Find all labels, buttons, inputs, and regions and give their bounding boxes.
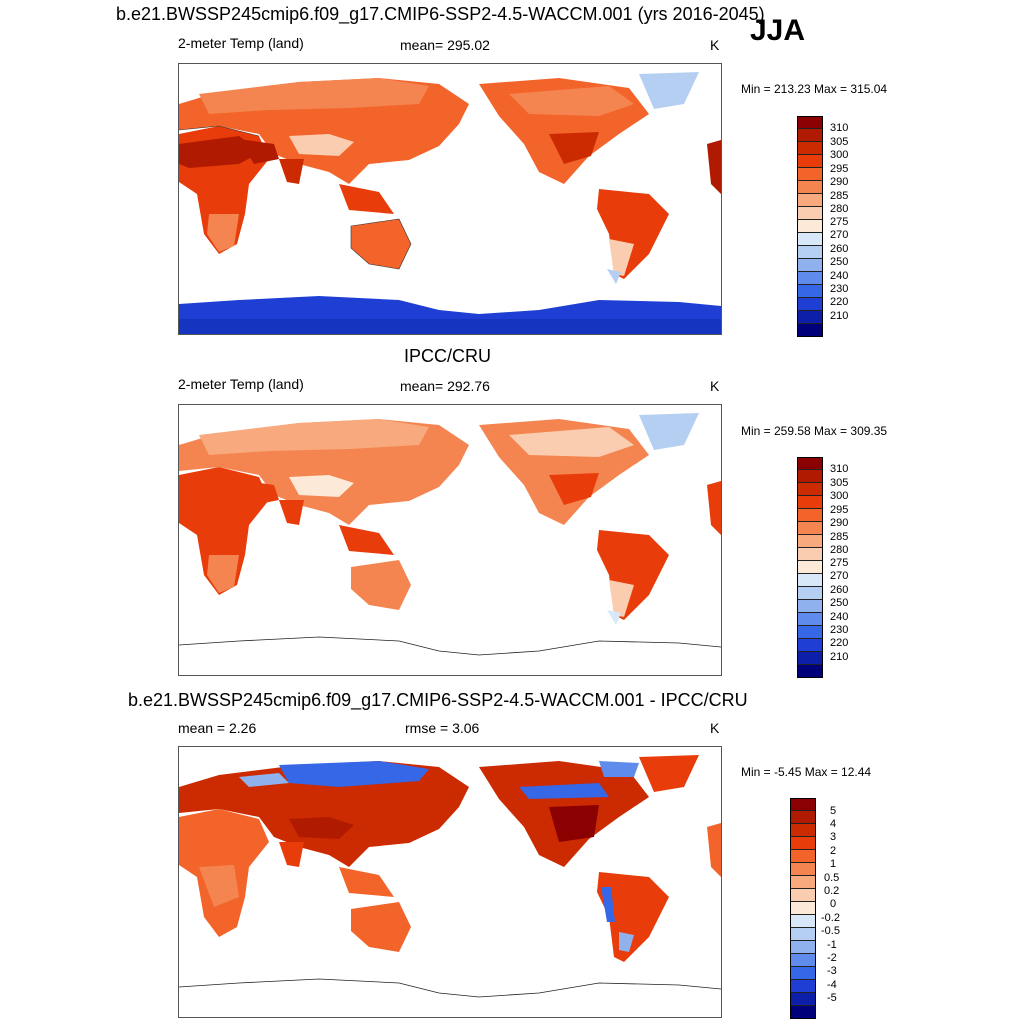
panel2-title: IPCC/CRU <box>404 346 492 366</box>
panel3-tick: -0.5 <box>821 925 840 937</box>
panel1-colorbar <box>797 116 823 337</box>
panel1-tick: 230 <box>830 283 849 295</box>
panel2-tick: 305 <box>830 477 849 489</box>
panel1-tick: 240 <box>830 270 849 282</box>
panel3-tick: -0.2 <box>821 912 840 924</box>
panel2-tick: 290 <box>830 517 849 529</box>
panel3-tick: -5 <box>827 992 837 1004</box>
panel1-tick: 280 <box>830 203 849 215</box>
panel3-tick: -1 <box>827 939 837 951</box>
panel1-tick: 285 <box>830 190 849 202</box>
panel1-tick: 260 <box>830 243 849 255</box>
panel3-map <box>178 746 722 1018</box>
p2-south-america <box>597 530 669 620</box>
panel3-tick: 0.2 <box>824 885 840 897</box>
panel2-tick: 220 <box>830 637 849 649</box>
panel2-tick: 210 <box>830 651 849 663</box>
panel1-map <box>178 63 722 335</box>
panel3-rmse-label: rmse = 3.06 <box>405 720 480 736</box>
panel1-minmax: Min = 213.23 Max = 315.04 <box>741 82 888 96</box>
panel3-minmax: Min = -5.45 Max = 12.44 <box>741 765 872 779</box>
panel1-tick: 290 <box>830 176 849 188</box>
panel3-tick: 0 <box>830 898 837 910</box>
panel1-mean-label: mean= 295.02 <box>400 37 490 53</box>
panel1-tick: 295 <box>830 163 849 175</box>
panel3-tick: 2 <box>830 845 837 857</box>
panel2-colorbar <box>797 457 823 678</box>
p3-eurasia <box>179 761 469 867</box>
panel2-tick: 300 <box>830 490 849 502</box>
panel2-variable-label: 2-meter Temp (land) <box>178 376 304 392</box>
p1-greenland <box>639 72 699 109</box>
panel2-units: K <box>710 378 720 394</box>
panel2-tick: 270 <box>830 570 849 582</box>
panel3-units: K <box>710 720 720 736</box>
panel2-tick: 295 <box>830 504 849 516</box>
season-label: JJA <box>750 14 806 47</box>
panel2-tick: 310 <box>830 463 849 475</box>
panel1-variable-label: 2-meter Temp (land) <box>178 35 304 51</box>
panel1-tick: 310 <box>830 122 849 134</box>
panel3-title: b.e21.BWSSP245cmip6.f09_g17.CMIP6-SSP2-4… <box>128 690 748 710</box>
panel3-tick: 5 <box>830 805 837 817</box>
panel2-tick: 230 <box>830 624 849 636</box>
panel1-tick: 220 <box>830 296 849 308</box>
p2-africa <box>179 467 269 595</box>
panel1-tick: 300 <box>830 149 849 161</box>
panel2-tick: 285 <box>830 531 849 543</box>
p2-antarctica <box>179 636 721 656</box>
panel2-minmax: Min = 259.58 Max = 309.35 <box>741 424 888 438</box>
p3-greenland <box>639 755 699 792</box>
panel2-tick: 260 <box>830 584 849 596</box>
panel1-title: b.e21.BWSSP245cmip6.f09_g17.CMIP6-SSP2-4… <box>116 4 765 24</box>
p2-australia <box>351 560 411 610</box>
panel3-tick: -4 <box>827 979 837 991</box>
panel3-tick: -2 <box>827 952 837 964</box>
panel3-tick: 3 <box>830 831 837 843</box>
p1-south-america <box>597 189 669 279</box>
panel2-mean-label: mean= 292.76 <box>400 378 490 394</box>
panel1-tick: 305 <box>830 136 849 148</box>
p3-south-america <box>597 872 669 962</box>
panel2-tick: 240 <box>830 611 849 623</box>
p1-australia <box>351 219 411 269</box>
p2-greenland <box>639 413 699 450</box>
p3-antarctica <box>179 978 721 998</box>
panel2-map <box>178 404 722 676</box>
panel3-tick: -3 <box>827 965 837 977</box>
panel1-tick: 275 <box>830 216 849 228</box>
panel1-tick: 250 <box>830 256 849 268</box>
panel2-tick: 280 <box>830 544 849 556</box>
panel3-mean-label: mean = 2.26 <box>178 720 257 736</box>
panel2-tick: 250 <box>830 597 849 609</box>
panel2-tick: 275 <box>830 557 849 569</box>
panel1-tick: 270 <box>830 229 849 241</box>
panel3-tick: 1 <box>830 858 837 870</box>
panel3-colorbar <box>790 798 816 1019</box>
panel3-tick: 4 <box>830 818 837 830</box>
panel1-units: K <box>710 37 720 53</box>
panel3-tick: 0.5 <box>824 872 840 884</box>
p3-australia <box>351 902 411 952</box>
panel1-tick: 210 <box>830 310 849 322</box>
